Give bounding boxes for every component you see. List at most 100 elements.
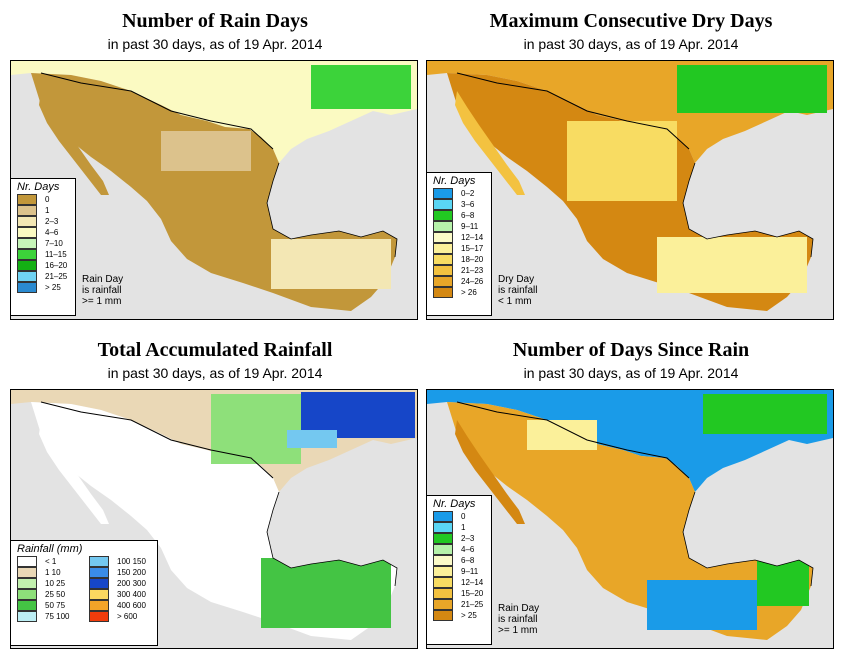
legend-swatch	[17, 227, 37, 238]
panel-days-since-rain: Number of Days Since Rain in past 30 day…	[426, 329, 836, 651]
legend-row: > 26	[427, 287, 491, 298]
panel-title: Total Accumulated Rainfall	[97, 339, 333, 361]
region-lightblue-northeast	[287, 430, 337, 448]
coastline	[682, 162, 814, 258]
legend-row: 9–11	[427, 566, 491, 577]
region-light-patch	[161, 131, 251, 171]
note-line: < 1 mm	[498, 296, 532, 307]
map-graphic	[11, 390, 417, 640]
legend-row: 15–20	[427, 588, 491, 599]
legend-swatch	[433, 511, 453, 522]
legend-swatch	[433, 588, 453, 599]
note-line: >= 1 mm	[82, 296, 122, 307]
legend-swatch	[17, 249, 37, 260]
legend-label: > 25	[461, 611, 477, 620]
legend-swatch	[433, 188, 453, 199]
legend-label: > 25	[45, 283, 61, 292]
gulf-water	[267, 133, 417, 261]
region-blue-southeast	[647, 580, 757, 630]
legend-label: 150 200	[117, 568, 146, 577]
legend-label: 75 100	[45, 612, 70, 621]
legend-label: 9–11	[461, 222, 479, 231]
legend-row: 1 10	[11, 567, 83, 578]
legend-swatch	[89, 611, 109, 622]
legend-swatch	[89, 578, 109, 589]
country-border	[40, 72, 274, 150]
legend-label: 11–15	[45, 250, 67, 259]
legend-swatch	[17, 600, 37, 611]
region-yellow-south	[657, 237, 807, 293]
legend-swatch	[433, 210, 453, 221]
note-line: Rain Day	[82, 274, 124, 285]
legend-label: 200 300	[117, 579, 146, 588]
region-green-east	[311, 65, 411, 109]
legend-row: 7–10	[11, 238, 75, 249]
legend-label: > 26	[461, 288, 477, 297]
legend-swatch	[433, 610, 453, 621]
legend-label: 16–20	[45, 261, 68, 270]
legend-swatch	[17, 567, 37, 578]
legend-label: > 600	[117, 612, 138, 621]
legend-row: 1	[11, 205, 75, 216]
legend-swatch	[17, 271, 37, 282]
legend-label: 400 600	[117, 601, 146, 610]
legend-row: 200 300	[83, 578, 155, 589]
legend-row: > 25	[427, 610, 491, 621]
legend-swatch	[433, 287, 453, 298]
legend-row: 4–6	[11, 227, 75, 238]
legend-label: 0	[461, 512, 466, 521]
legend-row: 25 50	[11, 589, 83, 600]
legend-swatch	[17, 238, 37, 249]
panel-subtitle: in past 30 days, as of 19 Apr. 2014	[523, 365, 739, 381]
legend-row: 10 25	[11, 578, 83, 589]
legend-swatch	[433, 276, 453, 287]
legend-label: 2–3	[45, 217, 59, 226]
legend-swatch	[17, 556, 37, 567]
coastline	[266, 162, 398, 258]
legend-row: 16–20	[11, 260, 75, 271]
legend-row: 24–26	[427, 276, 491, 287]
land-baja	[39, 91, 109, 195]
map-note: Rain Day is rainfall >= 1 mm	[498, 603, 539, 636]
legend-row: 2–3	[427, 533, 491, 544]
legend-row: 12–14	[427, 577, 491, 588]
legend-row: 21–25	[427, 599, 491, 610]
legend-title: Rainfall (mm)	[17, 543, 83, 555]
legend-label: 3–6	[461, 200, 475, 209]
legend-swatch	[89, 567, 109, 578]
legend-row: 0–2	[427, 188, 491, 199]
legend-swatch	[433, 232, 453, 243]
legend-row: 0	[11, 194, 75, 205]
legend-row: 0	[427, 511, 491, 522]
legend-swatch	[433, 577, 453, 588]
legend-label: < 1	[45, 557, 57, 566]
land-baja	[455, 420, 525, 524]
legend-label: 15–20	[461, 589, 484, 598]
legend-label: 12–14	[461, 578, 484, 587]
legend-swatch	[89, 589, 109, 600]
legend-row: 3–6	[427, 199, 491, 210]
region-yellow-south	[271, 239, 391, 289]
legend-column-right: 100 150 150 200 200 300 300 400 400 600 …	[83, 556, 155, 622]
legend-swatch	[433, 522, 453, 533]
legend-swatch	[433, 533, 453, 544]
country-border	[40, 401, 274, 479]
legend-swatch	[89, 556, 109, 567]
note-line: >= 1 mm	[498, 625, 538, 636]
legend-column-left: < 1 1 10 10 25 25 50 50 75 75 100	[11, 556, 83, 622]
legend-swatch	[433, 566, 453, 577]
panel-subtitle: in past 30 days, as of 19 Apr. 2014	[523, 36, 739, 52]
panel-total-rainfall: Total Accumulated Rainfall in past 30 da…	[10, 329, 420, 651]
legend-swatch	[433, 221, 453, 232]
map-days-since-rain	[426, 389, 834, 649]
legend-swatch	[433, 555, 453, 566]
legend-total-rainfall: Rainfall (mm) < 1 1 10 10 25 25 50 50 75…	[10, 540, 158, 646]
note-line: Dry Day	[498, 274, 535, 285]
legend-swatch	[433, 254, 453, 265]
panel-rain-days: Number of Rain Days in past 30 days, as …	[10, 0, 420, 322]
legend-label: 18–20	[461, 255, 484, 264]
legend-swatch	[17, 611, 37, 622]
legend-days-since-rain: Nr. Days 0 1 2–3 4–6 6–8 9–11 12–14 15–2…	[426, 495, 492, 645]
country-border	[456, 72, 690, 150]
legend-swatch	[17, 194, 37, 205]
